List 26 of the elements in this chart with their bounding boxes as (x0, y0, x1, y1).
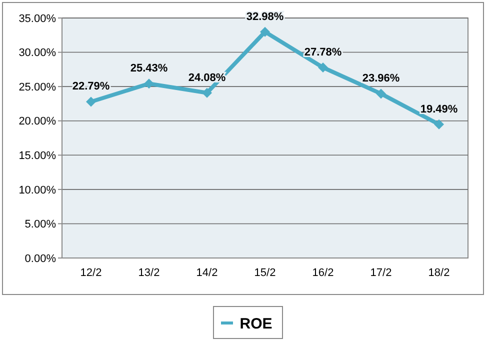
x-tick-label: 14/2 (196, 267, 218, 279)
point (260, 26, 270, 37)
legend-label: ROE (240, 315, 272, 332)
x-tick-label: 15/2 (254, 267, 276, 279)
x-tick-label: 17/2 (370, 267, 392, 279)
data-label: 23.96% (362, 72, 400, 85)
y-tick-label: 20.00% (18, 116, 56, 128)
data-label: 25.43% (130, 62, 168, 75)
y-tick-label: 15.00% (18, 150, 56, 162)
x-tick-label: 13/2 (138, 267, 160, 279)
x-tick-label: 18/2 (428, 267, 450, 279)
point (86, 96, 96, 107)
y-tick-label: 35.00% (18, 12, 56, 25)
y-tick-label: 30.00% (18, 47, 56, 60)
y-tick-label: 25.00% (18, 81, 56, 94)
data-label: 19.49% (420, 103, 458, 116)
x-tick-label: 12/2 (80, 267, 102, 279)
y-tick-label: 0.00% (24, 252, 56, 265)
point (202, 88, 212, 98)
y-tick-label: 5.00% (24, 218, 56, 231)
point (376, 88, 386, 99)
y-tick-label: 10.00% (18, 184, 56, 196)
point (434, 119, 444, 130)
point (144, 78, 154, 89)
point (318, 62, 328, 73)
x-tick-label: 16/2 (312, 267, 334, 279)
